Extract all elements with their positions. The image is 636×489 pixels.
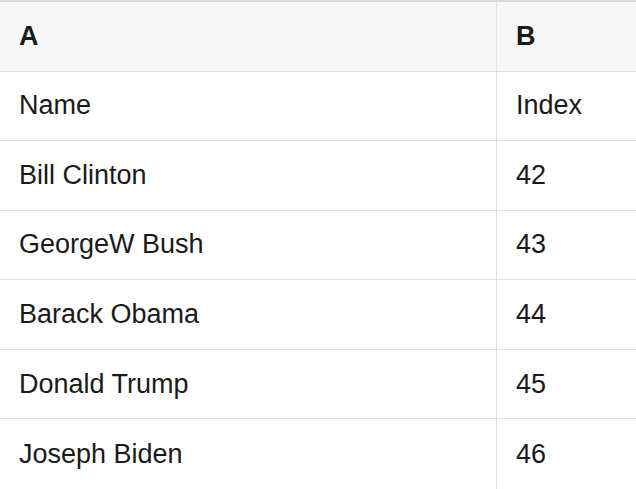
table-row: Bill Clinton42 [0,141,636,211]
table-row: Donald Trump45 [0,350,636,420]
column-header-b[interactable]: B [497,2,636,71]
table-row: NameIndex [0,72,636,142]
table-row: Barack Obama44 [0,280,636,350]
spreadsheet-table: ABNameIndexBill Clinton42GeorgeW Bush43B… [0,0,636,489]
cell[interactable]: Barack Obama [0,280,497,349]
cell[interactable]: Name [0,72,497,141]
cell[interactable]: Joseph Biden [0,419,497,489]
cell[interactable]: Donald Trump [0,350,497,419]
cell[interactable]: 43 [497,211,636,280]
cell[interactable]: 45 [497,350,636,419]
header-row: AB [0,2,636,72]
column-header-a[interactable]: A [0,2,497,71]
cell[interactable]: 44 [497,280,636,349]
cell[interactable]: Bill Clinton [0,141,497,210]
cell[interactable]: 42 [497,141,636,210]
table-row: Joseph Biden46 [0,419,636,489]
cell[interactable]: 46 [497,419,636,489]
cell[interactable]: Index [497,72,636,141]
cell[interactable]: GeorgeW Bush [0,211,497,280]
table-row: GeorgeW Bush43 [0,211,636,281]
